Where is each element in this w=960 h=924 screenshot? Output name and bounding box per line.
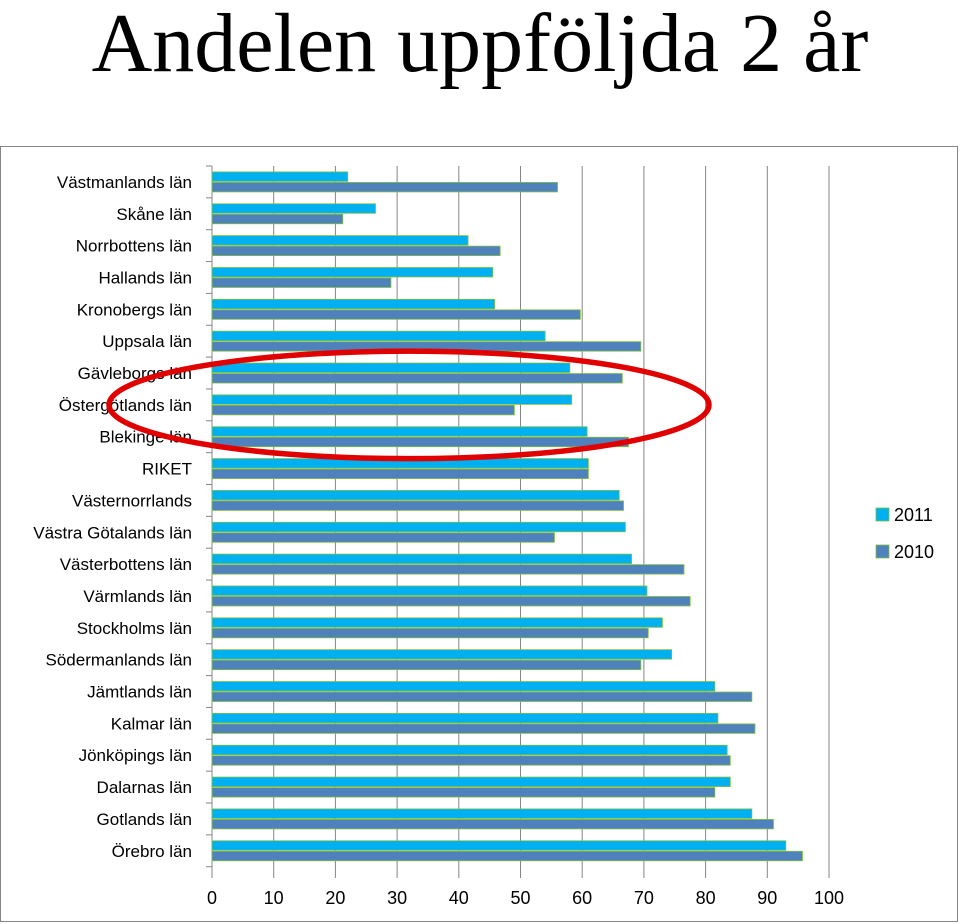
bar-2011 (211, 744, 728, 756)
x-tick-label: 50 (510, 888, 530, 908)
category-label: Stockholms län (77, 619, 192, 638)
bar-2011 (211, 553, 632, 565)
category-label: Örebro län (112, 842, 192, 861)
bar-2010 (211, 627, 649, 639)
bar-2010 (211, 723, 756, 734)
bar-2010 (211, 468, 589, 479)
x-tick-label: 0 (207, 888, 217, 908)
x-tick-label: 20 (325, 888, 345, 908)
category-label: Blekinge län (99, 428, 192, 447)
legend-label-2011: 2011 (894, 505, 933, 525)
legend-label-2010: 2010 (894, 542, 934, 562)
bar-2011 (211, 330, 546, 342)
bar-2010 (211, 850, 803, 862)
slide-title: Andelen uppföljda 2 år (91, 0, 869, 90)
bar-2010 (211, 373, 623, 384)
bar-2010 (211, 309, 581, 320)
bar-2011 (211, 776, 731, 787)
category-label: Gävleborgs län (78, 364, 192, 383)
x-tick-label: 80 (696, 888, 716, 908)
legend-swatch-2010 (875, 544, 890, 559)
bar-2010 (211, 436, 629, 448)
category-label: Hallands län (98, 268, 192, 287)
bar-2010 (211, 819, 774, 830)
bar-2010 (211, 277, 392, 288)
x-tick-label: 70 (634, 888, 654, 908)
category-label: Skåne län (116, 205, 192, 224)
bar-2010 (211, 500, 624, 511)
bar-2011 (211, 617, 663, 628)
bar-2010 (211, 404, 515, 416)
legend-swatch-2011 (875, 507, 890, 522)
bar-2010 (211, 596, 691, 607)
bar-2011 (211, 235, 469, 246)
category-label: Västernorrlands (72, 491, 192, 510)
bar-2011 (211, 712, 719, 724)
bar-2011 (211, 521, 626, 533)
category-label: Västmanlands län (57, 173, 192, 192)
bar-2011 (211, 840, 787, 851)
bar-2011 (211, 203, 376, 214)
category-label: Jönköpings län (79, 746, 192, 765)
bar-2011 (211, 585, 648, 596)
bar-2010 (211, 691, 753, 702)
bar-2011 (211, 426, 588, 437)
highlight-ellipse (106, 348, 712, 462)
category-label: RIKET (142, 460, 192, 479)
category-label: Västra Götalands län (33, 523, 192, 542)
category-label: Kronobergs län (77, 300, 192, 319)
bar-2010 (211, 659, 642, 671)
category-label: Östergötlands län (59, 396, 192, 415)
bar-2010 (211, 755, 731, 766)
bar-2011 (211, 649, 673, 660)
category-label: Kalmar län (111, 714, 192, 733)
category-label: Värmlands län (83, 587, 192, 606)
category-label: Dalarnas län (97, 778, 192, 797)
x-tick-label: 100 (814, 888, 844, 908)
bar-2010 (211, 182, 558, 193)
bar-2010 (211, 787, 716, 798)
bar-2011 (211, 298, 495, 310)
bar-2011 (211, 171, 349, 182)
bar-2011 (211, 394, 573, 405)
category-label: Uppsala län (102, 332, 192, 351)
x-tick-label: 40 (449, 888, 469, 908)
x-tick-label: 10 (264, 888, 284, 908)
category-label: Västerbottens län (60, 555, 192, 574)
x-tick-label: 30 (387, 888, 407, 908)
bar-2011 (211, 808, 753, 819)
bar-2011 (211, 681, 716, 692)
x-tick-label: 60 (572, 888, 592, 908)
category-label: Norrbottens län (76, 237, 192, 256)
bar-2011 (211, 490, 620, 501)
bar-2010 (211, 245, 501, 257)
category-label: Jämtlands län (87, 683, 192, 702)
bar-2011 (211, 362, 571, 373)
bar-2010 (211, 564, 685, 575)
category-label: Gotlands län (97, 810, 192, 829)
bar-2010 (211, 532, 555, 543)
x-tick-label: 90 (757, 888, 777, 908)
bar-2010 (211, 213, 344, 225)
category-label: Södermanlands län (46, 651, 192, 670)
bar-2011 (211, 267, 494, 278)
